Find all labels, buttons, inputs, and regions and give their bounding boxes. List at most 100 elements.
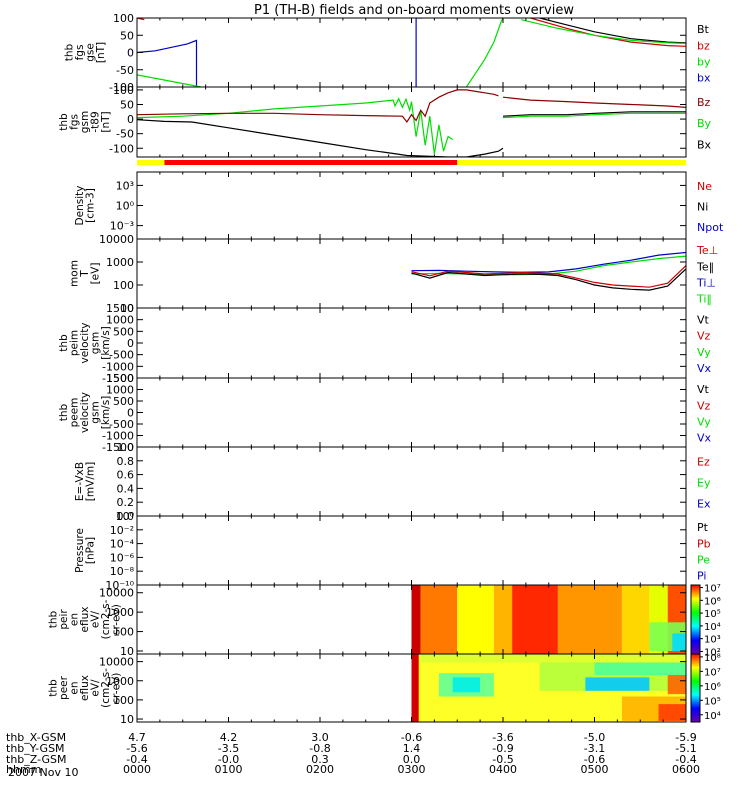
legend-entry-by: by — [697, 55, 711, 68]
legend-entry-Vt: Vt — [697, 313, 710, 326]
y-tick-label: -1500 — [102, 441, 134, 454]
y-tick-label: 10⁰ — [116, 510, 135, 523]
x-axis-tick-value: 0.3 — [311, 753, 329, 766]
y-axis-label-line: thb — [48, 679, 60, 697]
spectrogram-patch — [672, 633, 686, 651]
y-axis-label-line: [km/s] — [100, 396, 112, 430]
y-tick-label: 100 — [113, 279, 134, 292]
series-line-by — [521, 19, 686, 45]
plot-title: P1 (TH-B) fields and on-board moments ov… — [254, 3, 574, 18]
legend-entry-Vy: Vy — [697, 346, 711, 359]
series-line-Te‖ — [411, 268, 686, 291]
y-axis-label-line: thb — [63, 43, 75, 61]
series-line-bx — [415, 18, 423, 87]
y-axis-label-line: peem — [69, 398, 81, 428]
panel-e-field: Ez Ey Ex 1.00.80.60.40.20.0 E=-VxB[mV/m] — [74, 441, 711, 523]
y-tick-label: -500 — [109, 418, 134, 431]
y-tick-label: -100 — [109, 142, 134, 155]
series-line-Bz — [502, 96, 686, 108]
legend-entry-Vz: Vz — [697, 330, 711, 343]
y-tick-label: -50 — [116, 128, 134, 141]
spectrogram-column — [557, 585, 622, 654]
y-tick-label: 0.4 — [117, 482, 135, 495]
legend-entry-Vz: Vz — [697, 399, 711, 412]
x-axis-tick-value: 0500 — [581, 763, 609, 776]
y-tick-label: -1500 — [102, 372, 134, 385]
y-axis-label-line: gsm — [79, 111, 91, 133]
series-line-Bx — [137, 119, 504, 157]
legend-entry-Ez: Ez — [697, 456, 710, 469]
y-axis-label-line: thb — [58, 113, 70, 131]
y-axis-label-line: fgs — [69, 114, 81, 130]
x-axis-tick-value: -5.6 — [126, 742, 147, 755]
legend-entry-Vt: Vt — [697, 383, 710, 396]
x-axis-tick-value: -0.0 — [218, 753, 239, 766]
y-tick-label: 10000 — [99, 656, 134, 669]
spectrogram-column — [621, 585, 650, 654]
series-line-Bt — [539, 18, 686, 44]
y-tick-label: -1000 — [102, 360, 134, 373]
panel-peir-spectrogram: 10⁷10⁶10⁵10⁴10³10²10000100010010thbpeire… — [48, 584, 721, 659]
mode-bar — [137, 160, 686, 165]
y-tick-label: 1000 — [106, 675, 134, 688]
x-axis-tick-value: -5.1 — [675, 742, 696, 755]
x-axis-tick-value: -5.9 — [675, 731, 696, 744]
legend-entry-Pi: Pi — [697, 569, 706, 582]
y-tick-label: 10 — [120, 302, 134, 315]
y-axis-label-line: (cm2-s- — [100, 668, 112, 708]
y-axis-label-line: [nPa] — [84, 537, 96, 564]
y-tick-label: 10⁻⁴ — [110, 538, 135, 551]
spectrogram-column — [420, 585, 458, 654]
y-axis-label-line: thb — [48, 610, 60, 628]
mode-bar-segment — [137, 160, 165, 165]
panel-frame — [136, 171, 687, 240]
x-axis-tick-value: -0.4 — [675, 753, 696, 766]
x-axis-row-label: thb_Y-GSM — [6, 742, 65, 755]
y-axis-label-line: gsm — [90, 332, 102, 354]
y-tick-label: -100 — [109, 81, 134, 94]
y-axis-label-line: [cm-3] — [84, 188, 96, 223]
legend-entry-Ey: Ey — [697, 477, 711, 490]
spectrogram-patch — [452, 677, 481, 693]
spectrogram-column — [411, 654, 419, 722]
x-axis-tick-value: -0.9 — [492, 742, 513, 755]
series-line-By — [502, 112, 686, 119]
y-axis-label-line: T — [79, 270, 91, 278]
legend-entry-Bt: Bt — [697, 23, 710, 36]
legend-entry-Vy: Vy — [697, 415, 711, 428]
colorbar — [690, 584, 701, 655]
y-axis-label: Density[cm-3] — [74, 186, 97, 226]
y-tick-label: 50 — [120, 29, 134, 42]
x-axis-tick-value: 1.4 — [403, 742, 421, 755]
spectrogram-patch — [667, 674, 686, 695]
y-axis-label-line: -t89 — [90, 111, 102, 132]
y-tick-label: 0 — [127, 113, 134, 126]
series-line-Bz — [137, 89, 499, 124]
spectrogram-patch — [585, 677, 650, 691]
panel-peim-velocity: VtVzVyVx150010005000-500-1000-1500thbpei… — [58, 302, 712, 385]
panel-frame — [136, 515, 687, 586]
y-axis-label-line: Density — [74, 186, 86, 226]
spectrogram-column — [411, 585, 421, 654]
y-tick-label: 1500 — [106, 372, 134, 385]
y-tick-label: 1000 — [106, 606, 134, 619]
y-axis-label-line: [eV] — [90, 263, 102, 285]
series-line-Te⊥ — [411, 265, 686, 288]
y-tick-label: 10⁰ — [116, 200, 135, 213]
y-tick-label: 0 — [127, 337, 134, 350]
panels: Btbzbybx100500-50-100thbfgsgse[nT]BzByBx… — [48, 12, 724, 726]
y-axis-label: Pressure[nPa] — [74, 528, 97, 573]
panel-plot-area — [411, 251, 686, 291]
legend-entry-Ti⊥: Ti⊥ — [696, 276, 716, 289]
y-tick-label: 10000 — [99, 587, 134, 600]
y-tick-label: 1000 — [106, 384, 134, 397]
x-axis-tick-value: -0.4 — [126, 753, 147, 766]
panel-plot-area — [411, 585, 686, 654]
